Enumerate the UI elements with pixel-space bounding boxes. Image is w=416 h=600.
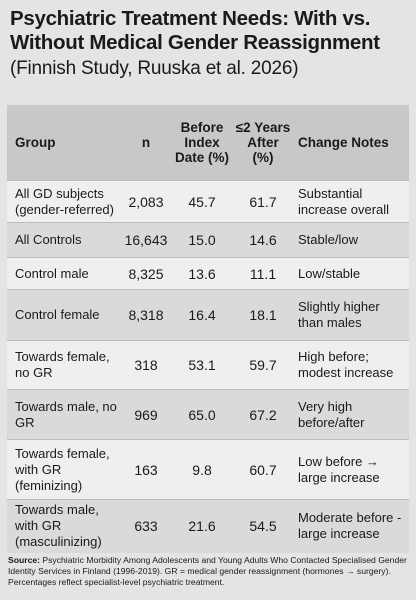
table-cell: 13.6 — [172, 257, 232, 290]
table-cell: 21.6 — [172, 499, 232, 553]
table-row: All GD subjects (gender-referred) 2,083 45… — [7, 180, 409, 223]
table-cell: 61.7 — [232, 180, 294, 223]
column-header: Before Index Date (%) — [172, 105, 232, 181]
title: Psychiatric Treatment Needs: With vs. Wi… — [10, 7, 380, 54]
table-row: Towards male, no GR 969 65.0 67.2 Very high … — [7, 389, 409, 440]
table-cell: Towards female, with GR (feminizing) — [7, 439, 120, 500]
table-cell: 65.0 — [172, 389, 232, 440]
table-row: Towards male, with GR (masculinizing) 633… — [7, 499, 409, 553]
table-row: Towards female, with GR (feminizing) 163 9… — [7, 439, 409, 500]
table-cell: Stable/low — [294, 222, 409, 258]
column-header: Change Notes — [294, 105, 409, 181]
table-cell: Slightly higher than males — [294, 289, 409, 341]
table-cell: 9.8 — [172, 439, 232, 500]
table-cell: Towards male, with GR (masculinizing) — [7, 499, 120, 553]
table-cell: 67.2 — [232, 389, 294, 440]
table-cell: 633 — [120, 499, 172, 553]
table-cell: 8,325 — [120, 257, 172, 290]
table-cell: 45.7 — [172, 180, 232, 223]
table-cell: Control male — [7, 257, 120, 290]
column-header: Group — [7, 105, 120, 181]
table-row: Control female 8,318 16.4 18.1 Slightly high… — [7, 289, 409, 341]
table-cell: Low before → large increase — [294, 439, 409, 500]
table-cell: 8,318 — [120, 289, 172, 341]
table-cell: 11.1 — [232, 257, 294, 290]
table-cell: 59.7 — [232, 340, 294, 390]
source-note: Source: Psychiatric Morbidity Among Adol… — [8, 555, 410, 588]
table-cell: All Controls — [7, 222, 120, 258]
source-label: Source: — [8, 555, 40, 565]
table-row: Towards female, no GR 318 53.1 59.7 High bef… — [7, 340, 409, 390]
subtitle: (Finnish Study, Ruuska et al. 2026) — [10, 58, 299, 79]
table-cell: 969 — [120, 389, 172, 440]
table-row: All Controls 16,643 15.0 14.6 Stable/low — [7, 222, 409, 258]
table-cell: High before; modest increase — [294, 340, 409, 390]
table-cell: 163 — [120, 439, 172, 500]
table-cell: 15.0 — [172, 222, 232, 258]
table-cell: 60.7 — [232, 439, 294, 500]
column-header: ≤2 Years After (%) — [232, 105, 294, 181]
table-body: All GD subjects (gender-referred) 2,083 45… — [7, 180, 409, 553]
column-header: n — [120, 105, 172, 181]
source-text: Psychiatric Morbidity Among Adolescents … — [8, 555, 407, 587]
table-cell: 14.6 — [232, 222, 294, 258]
table-cell: 54.5 — [232, 499, 294, 553]
table-cell: 53.1 — [172, 340, 232, 390]
data-table: Group n Before Index Date (%) ≤2 Years Afte… — [7, 105, 409, 553]
table-cell: All GD subjects (gender-referred) — [7, 180, 120, 223]
table-cell: Low/stable — [294, 257, 409, 290]
table-cell: 2,083 — [120, 180, 172, 223]
table-cell: 318 — [120, 340, 172, 390]
table-cell: Control female — [7, 289, 120, 341]
table-cell: 18.1 — [232, 289, 294, 341]
table-cell: Towards male, no GR — [7, 389, 120, 440]
table-row: Control male 8,325 13.6 11.1 Low/stable — [7, 257, 409, 290]
table-cell: 16,643 — [120, 222, 172, 258]
table-cell: Towards female, no GR — [7, 340, 120, 390]
table-cell: 16.4 — [172, 289, 232, 341]
table-cell: Substantial increase overall — [294, 180, 409, 223]
header-row: Group n Before Index Date (%) ≤2 Years Afte… — [7, 105, 409, 181]
table-cell: Very high before/after — [294, 389, 409, 440]
table-cell: Moderate before -large increase — [294, 499, 409, 553]
